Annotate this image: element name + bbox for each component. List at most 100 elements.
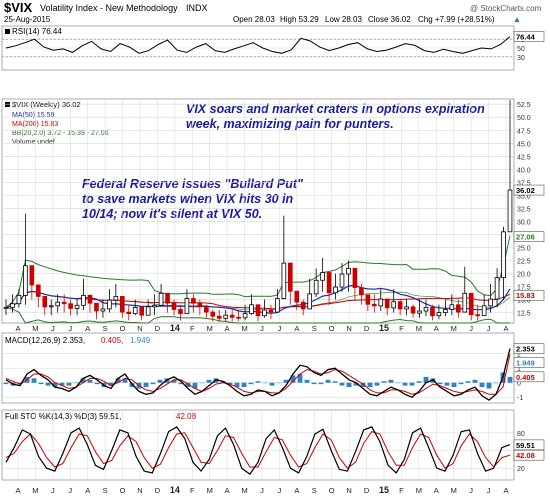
macd-histogram-bar bbox=[80, 378, 86, 383]
macd-histogram-bar bbox=[199, 382, 205, 384]
price-tick-label: 47.5 bbox=[517, 128, 531, 135]
annotation-left: Federal Reserve issues "Bullard Put" to … bbox=[82, 177, 304, 221]
x-axis-label: D bbox=[155, 324, 161, 333]
macd-histogram-bar bbox=[255, 381, 261, 383]
price-candle-body bbox=[320, 272, 325, 281]
price-tick-label: 15.0 bbox=[517, 298, 531, 305]
macd-histogram-bar bbox=[437, 382, 443, 385]
x-axis-label: A bbox=[225, 324, 230, 333]
macd-histogram-bar bbox=[402, 382, 408, 386]
price-legend: $VIX (Weekly) 36.02 MA(50) 15.59 MA(200)… bbox=[5, 100, 109, 146]
bb-legend-text: BB(20,2.0) 3.72 - 15.39 - 27.06 bbox=[12, 130, 109, 137]
macd-tick-label: -1 bbox=[517, 395, 523, 402]
macd-histogram-bar bbox=[395, 382, 401, 384]
price-candle-body bbox=[229, 314, 235, 318]
x-axis-label: N bbox=[346, 486, 351, 495]
macd-histogram-bar bbox=[87, 379, 93, 383]
bb-upper-line bbox=[5, 235, 511, 308]
x-axis-label: M bbox=[416, 324, 422, 333]
price-candle-body bbox=[287, 262, 293, 292]
x-axis-label: S bbox=[103, 486, 108, 495]
price-candle-body bbox=[397, 301, 403, 310]
macd-histogram-bar bbox=[31, 378, 37, 383]
macd-histogram-bar bbox=[297, 374, 303, 383]
rsi-legend-text: RSI(14) 76.44 bbox=[12, 27, 62, 36]
macd-histogram-bar bbox=[262, 382, 268, 384]
x-axis-label: M bbox=[241, 324, 247, 333]
volume-legend-text: Volume undef bbox=[12, 139, 55, 146]
price-candle-body bbox=[339, 273, 345, 288]
macd-histogram-bar bbox=[143, 382, 149, 388]
sto-tick-label: 80 bbox=[517, 431, 525, 438]
annotation-left-line1: Federal Reserve issues "Bullard Put" bbox=[82, 177, 304, 191]
x-axis-label: F bbox=[399, 324, 404, 333]
x-axis-label: S bbox=[312, 324, 317, 333]
price-candle-body bbox=[307, 293, 313, 310]
x-axis-label: A bbox=[85, 486, 90, 495]
macd-histogram-bar bbox=[311, 382, 317, 385]
macd-histogram-bar bbox=[269, 382, 275, 386]
macd-histogram-bar bbox=[451, 382, 457, 388]
x-axis-label: J bbox=[51, 324, 55, 333]
sto-d-legend-text: 42.08 bbox=[176, 412, 197, 421]
x-axis-label: M bbox=[416, 486, 422, 495]
macd-histogram-bar bbox=[45, 382, 51, 386]
macd-histogram-bar bbox=[486, 382, 492, 389]
macd-hist-legend-text: 0.405, bbox=[101, 336, 123, 345]
bb-upper-tag-box bbox=[513, 231, 545, 242]
macd-histogram-bar bbox=[332, 381, 338, 383]
macd-histogram-bar bbox=[192, 382, 198, 389]
sto-k-tag-box bbox=[513, 439, 545, 451]
price-candle-body bbox=[61, 301, 67, 305]
price-tick-label: 37.5 bbox=[517, 180, 531, 187]
price-candle-body bbox=[455, 304, 461, 313]
price-candle-body bbox=[468, 292, 474, 316]
annotation-top-line2: week, maximizing pain for punters. bbox=[186, 117, 394, 131]
macd-signal-line bbox=[5, 354, 511, 395]
macd-value-tag: 2.353 bbox=[516, 345, 535, 354]
x-axis-label: O bbox=[120, 324, 126, 333]
macd-histogram-bar bbox=[73, 382, 79, 384]
x-axis-label: M bbox=[207, 486, 213, 495]
price-candle-body bbox=[126, 311, 132, 315]
price-candle-body bbox=[236, 316, 241, 319]
sto-k-tag: 59.51 bbox=[516, 441, 535, 450]
price-tick-label: 50.0 bbox=[517, 115, 531, 122]
macd-legend: MACD(12,26,9) 2.353, 0.405, 1.949 bbox=[5, 336, 151, 345]
annotation-top-line1: VIX soars and market craters in options … bbox=[186, 102, 485, 116]
macd-histogram-bar bbox=[276, 382, 282, 384]
rsi-legend: RSI(14) 76.44 bbox=[5, 27, 62, 36]
x-axis-label: O bbox=[329, 324, 335, 333]
macd-histogram-bar bbox=[17, 382, 23, 385]
x-axis-label: D bbox=[364, 324, 370, 333]
macd-histogram-bar bbox=[122, 378, 128, 383]
macd-histogram-bar bbox=[325, 379, 331, 383]
marks-layer bbox=[3, 36, 513, 475]
macd-histogram-bar bbox=[409, 382, 415, 386]
price-tick-label: 12.5 bbox=[517, 311, 531, 318]
macd-histogram-bar bbox=[241, 382, 247, 388]
sto-k-line bbox=[5, 426, 511, 475]
x-axis-label: J bbox=[469, 486, 473, 495]
x-axis-label: J bbox=[487, 324, 491, 333]
x-axis-label: A bbox=[15, 486, 20, 495]
macd-histogram-bar bbox=[318, 382, 324, 385]
x-axis-label: J bbox=[51, 486, 55, 495]
watermark: @ StockCharts.com bbox=[470, 4, 542, 13]
macd-histogram-bar bbox=[290, 375, 296, 383]
grid-layer bbox=[2, 38, 514, 480]
x-axis-label: F bbox=[399, 486, 404, 495]
rsi-tick-label: 30 bbox=[517, 55, 525, 62]
price-tick-label: 25.0 bbox=[517, 245, 531, 252]
x-axis-label: J bbox=[278, 486, 282, 495]
price-candle-body bbox=[100, 308, 106, 312]
price-candle-body bbox=[507, 189, 513, 233]
x-axis-label: F bbox=[190, 486, 195, 495]
x-axis-label: S bbox=[312, 486, 317, 495]
rsi-legend-swatch bbox=[5, 29, 10, 34]
price-candle-body bbox=[87, 294, 93, 304]
price-tick-label: 20.0 bbox=[517, 272, 531, 279]
macd-histogram-bar bbox=[227, 382, 233, 385]
x-axis-label: J bbox=[469, 324, 473, 333]
x-axis-label: A bbox=[15, 324, 20, 333]
